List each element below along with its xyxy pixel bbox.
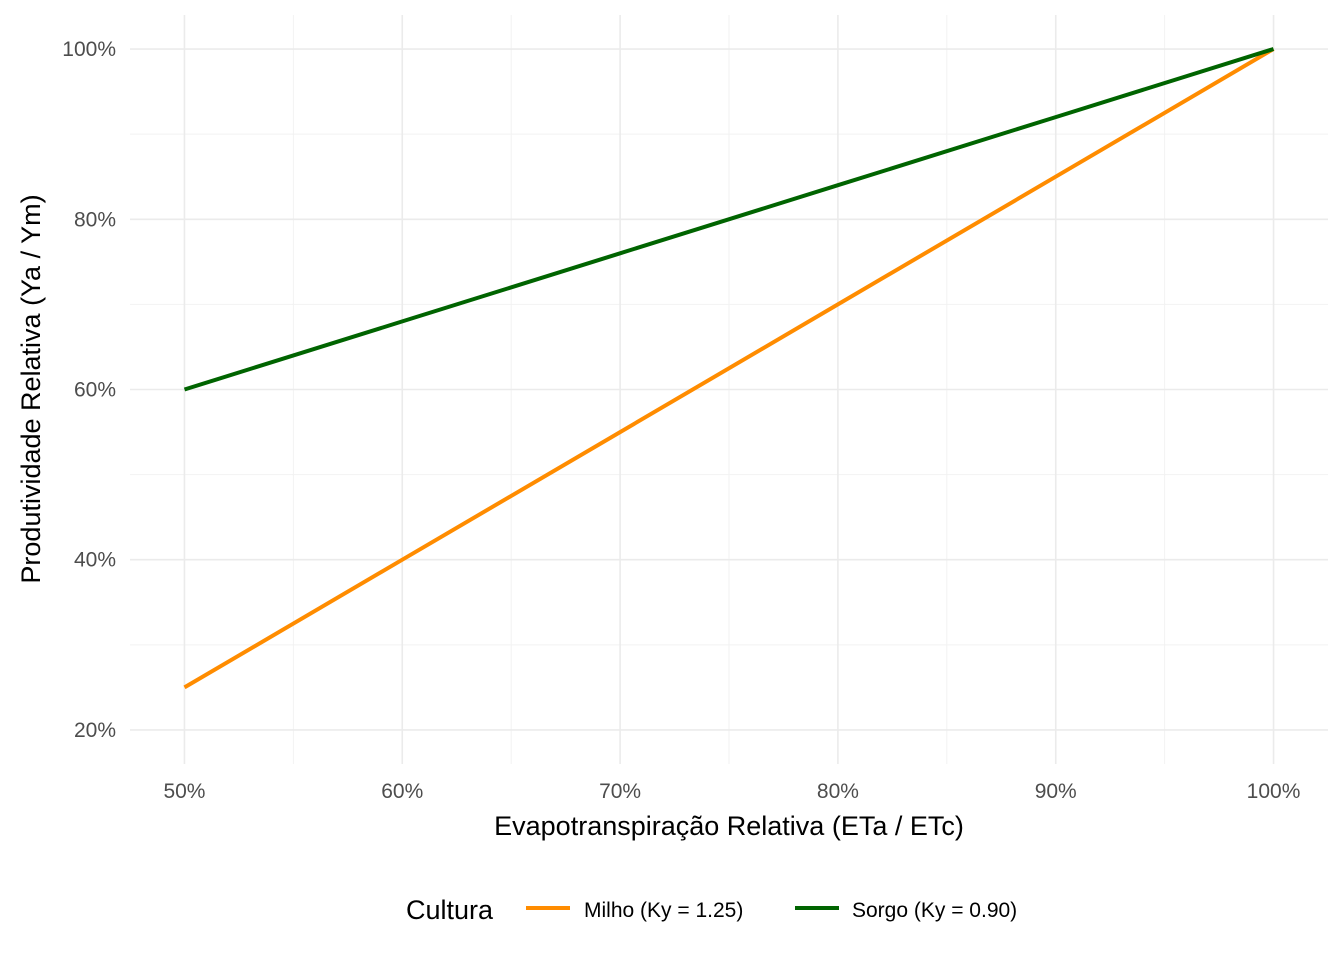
grid-major bbox=[130, 15, 1328, 764]
y-tick-label: 80% bbox=[74, 208, 116, 231]
y-tick-label: 100% bbox=[62, 38, 116, 61]
x-tick-label: 90% bbox=[1035, 780, 1077, 803]
series-lines bbox=[183, 47, 1275, 690]
x-axis-title: Evapotranspiração Relativa (ETa / ETc) bbox=[494, 811, 964, 841]
legend-label-milho: Milho (Ky = 1.25) bbox=[584, 899, 743, 922]
x-tick-label: 60% bbox=[381, 780, 423, 803]
x-tick-label: 100% bbox=[1247, 780, 1301, 803]
legend-title: Cultura bbox=[406, 895, 494, 925]
legend-label-sorgo: Sorgo (Ky = 0.90) bbox=[852, 899, 1017, 922]
series-line-sorgo bbox=[183, 47, 1275, 392]
y-axis-title: Produtividade Relativa (Ya / Ym) bbox=[16, 194, 46, 583]
legend: Cultura Milho (Ky = 1.25) Sorgo (Ky = 0.… bbox=[406, 895, 1017, 925]
y-axis-tick-labels: 20% 40% 60% 80% 100% bbox=[62, 38, 116, 742]
y-tick-label: 60% bbox=[74, 379, 116, 402]
y-tick-label: 20% bbox=[74, 719, 116, 742]
y-tick-label: 40% bbox=[74, 549, 116, 572]
series-line-milho bbox=[183, 47, 1275, 690]
x-tick-label: 50% bbox=[163, 780, 205, 803]
x-tick-label: 80% bbox=[817, 780, 859, 803]
x-axis-tick-labels: 50% 60% 70% 80% 90% 100% bbox=[163, 780, 1300, 803]
x-tick-label: 70% bbox=[599, 780, 641, 803]
